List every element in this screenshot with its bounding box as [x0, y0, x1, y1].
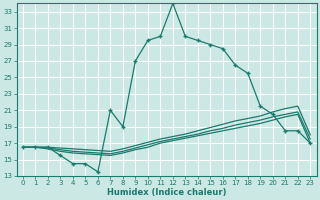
X-axis label: Humidex (Indice chaleur): Humidex (Indice chaleur) — [107, 188, 226, 197]
